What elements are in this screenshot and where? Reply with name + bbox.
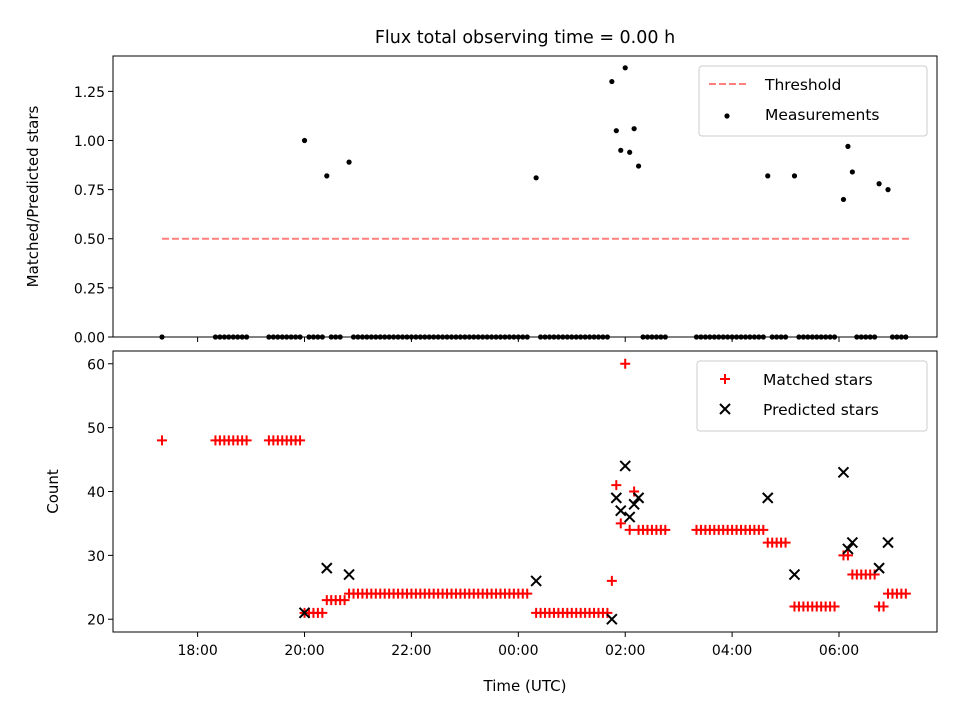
y-tick-label: 1.00 [74, 134, 105, 150]
predicted-star-point [321, 562, 333, 574]
matched-star-point [156, 435, 167, 446]
measurement-point [876, 181, 882, 187]
matched-star-point [295, 435, 306, 446]
x-tick-label: 00:00 [498, 643, 538, 659]
measurement-point [765, 173, 771, 179]
measurement-point [618, 147, 624, 153]
measurement-point [631, 126, 637, 132]
legend-matched-swatch [720, 374, 730, 384]
predicted-star-point [632, 492, 645, 504]
measurement-point [791, 173, 798, 179]
predicted-star-point [837, 466, 850, 479]
axes-frame [112, 55, 938, 338]
measurement-point [845, 143, 851, 149]
y-axis-label: Count [44, 469, 62, 514]
y-tick-label: 0.50 [74, 232, 105, 248]
matched-star-point [758, 524, 769, 535]
measurement-point [885, 187, 891, 193]
y-tick-label: 0.75 [74, 183, 105, 199]
x-axis-label: Time (UTC) [483, 677, 567, 695]
predicted-star-point [623, 511, 636, 523]
x-tick-label: 04:00 [712, 643, 752, 659]
measurement-point [635, 163, 642, 169]
matched-star-point [624, 524, 635, 535]
y-tick-label: 60 [87, 357, 105, 373]
y-tick-label: 30 [87, 549, 105, 565]
bottom-axes: 20 30 40 50 60 18:00 20:00 22:00 00:00 02:00 04:00… [44, 350, 938, 695]
y-tick-label: 1.25 [74, 85, 105, 101]
y-axis-label: Matched/Predicted stars [24, 106, 42, 288]
legend-box [696, 360, 928, 432]
predicted-star-point [530, 575, 542, 587]
top-axes: 0.00 0.25 0.50 0.75 1.00 1.25 Matched/Predicte… [24, 55, 938, 347]
x-tick-label: 22:00 [391, 643, 431, 659]
y-tick-label: 0.00 [74, 331, 105, 347]
matched-star-point [842, 550, 853, 561]
predicted-star-point [606, 613, 618, 625]
legend-predicted-swatch [719, 403, 731, 415]
legend-label: Threshold [764, 76, 841, 94]
matched-star-point [829, 601, 840, 612]
y-tick-label: 40 [87, 485, 105, 501]
measurement-point [849, 169, 855, 175]
measurement-point [622, 65, 628, 71]
matched-star-point [620, 358, 631, 369]
measurement-point [613, 128, 619, 134]
matched-star-point [878, 601, 889, 612]
measurement-point [346, 159, 352, 165]
legend-label: Predicted stars [763, 401, 879, 419]
measurement-point [609, 78, 615, 85]
y-tick-label: 20 [87, 613, 105, 629]
predicted-star-point [610, 492, 623, 504]
predicted-star-point [788, 568, 801, 581]
matched-star-point [522, 588, 533, 599]
predicted-star-point [615, 504, 627, 517]
matched-star-point [660, 524, 671, 535]
matched-star-point [241, 435, 252, 446]
legend-box [698, 65, 928, 137]
predicted-star-point [298, 607, 311, 619]
matched-star-point [615, 518, 626, 529]
predicted-star-point [842, 543, 854, 555]
measurement-point [301, 137, 308, 144]
chart-title: Flux total observing time = 0.00 h [375, 28, 675, 48]
legend-label: Measurements [765, 106, 880, 124]
matched-star-point [780, 537, 791, 548]
measurement-point [627, 149, 633, 155]
matched-star-point [611, 480, 622, 491]
legend-label: Matched stars [763, 371, 873, 389]
predicted-star-point [846, 536, 859, 549]
x-tick-label: 20:00 [284, 643, 324, 659]
y-tick-label: 0.25 [74, 281, 105, 297]
x-tick-label: 02:00 [605, 643, 645, 659]
matched-star-point [317, 607, 328, 618]
measurement-point [533, 175, 539, 181]
matched-star-point [339, 595, 350, 606]
y-tick-label: 50 [87, 421, 105, 437]
predicted-star-point [873, 562, 885, 574]
predicted-star-point [762, 492, 774, 504]
predicted-star-point [882, 536, 894, 549]
matched-star-point [606, 575, 617, 586]
x-tick-label: 18:00 [177, 643, 217, 659]
predicted-star-point [343, 568, 355, 581]
x-tick-label: 06:00 [819, 643, 859, 659]
predicted-star-point [619, 460, 631, 472]
matched-star-point [900, 588, 911, 599]
legend-measurement-swatch [724, 113, 730, 119]
measurement-point [840, 196, 847, 203]
measurement-point [324, 173, 330, 179]
predicted-star-point [628, 498, 640, 510]
